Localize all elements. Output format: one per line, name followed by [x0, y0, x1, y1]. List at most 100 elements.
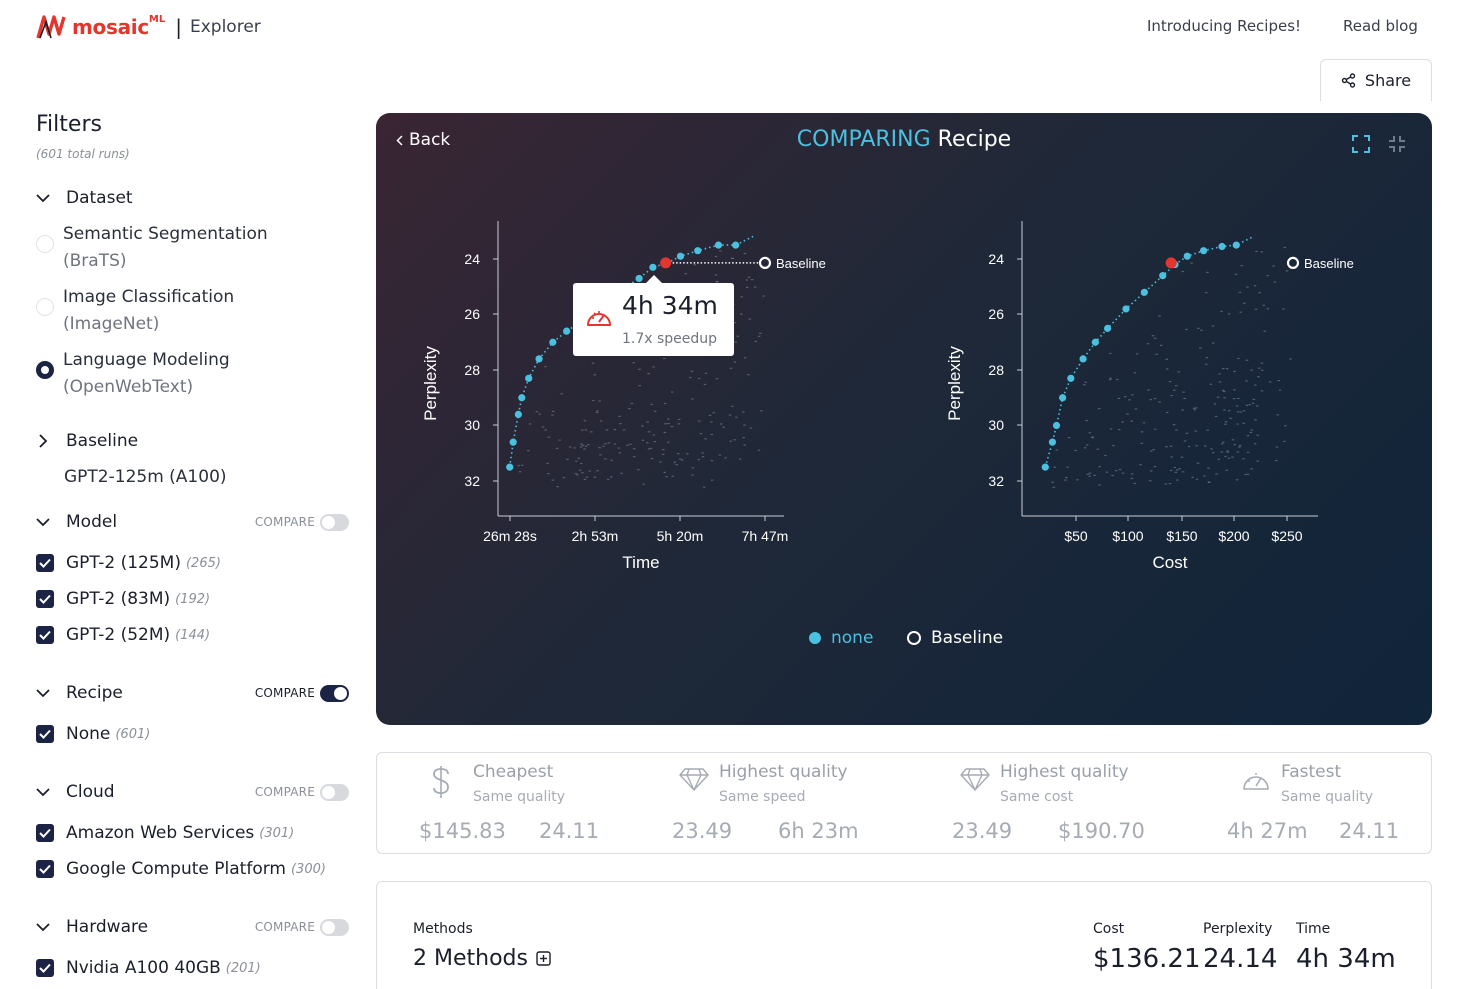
run-point — [637, 469, 640, 471]
dataset-option-semantic-segmentation[interactable]: Semantic Segmentation (BraTS) — [36, 221, 336, 275]
summary-value-secondary: 24.11 — [539, 819, 600, 843]
recipe-section-toggle[interactable]: Recipe COMPARE — [36, 680, 349, 706]
cloud-section-toggle[interactable]: Cloud COMPARE — [36, 779, 349, 805]
model-item-count: (192) — [175, 591, 211, 607]
dataset-option-language-modeling[interactable]: Language Modeling (OpenWebText) — [36, 347, 336, 401]
model-item-gpt2-52m[interactable]: GPT-2 (52M) (144) — [36, 625, 210, 645]
hardware-label: Hardware — [66, 917, 149, 937]
hardware-compare-toggle[interactable] — [320, 918, 349, 936]
run-point — [538, 413, 541, 415]
read-blog-link[interactable]: Read blog — [1343, 17, 1418, 35]
run-point — [1260, 390, 1264, 392]
run-point — [1117, 397, 1121, 400]
summary-title: Cheapest — [473, 762, 554, 782]
run-point — [1183, 440, 1187, 442]
run-point — [1252, 398, 1256, 401]
run-point — [1254, 384, 1257, 386]
model-item-gpt2-125m[interactable]: GPT-2 (125M) (265) — [36, 553, 221, 573]
logo-superscript: ML — [148, 13, 166, 25]
summary-card-cheapest[interactable]: Cheapest Same quality $145.83 24.11 — [377, 753, 641, 853]
run-point — [710, 460, 714, 462]
none-point — [1067, 374, 1075, 382]
run-point — [556, 486, 559, 488]
recipe-item-none[interactable]: None (601) — [36, 724, 150, 744]
cloud-compare-toggle[interactable] — [320, 783, 349, 801]
run-point — [1164, 483, 1167, 485]
cloud-item-gcp[interactable]: Google Compute Platform (300) — [36, 859, 326, 879]
summary-card-fastest[interactable]: Fastest Same quality 4h 27m 24.11 — [1169, 753, 1433, 853]
checkbox-checked[interactable] — [36, 554, 54, 572]
run-point — [1220, 451, 1224, 453]
summary-value-secondary: 24.11 — [1339, 819, 1400, 843]
collapse-icon[interactable] — [1388, 135, 1406, 153]
run-point — [528, 423, 532, 425]
model-item-gpt2-83m[interactable]: GPT-2 (83M) (192) — [36, 589, 210, 609]
hardware-item-a100[interactable]: Nvidia A100 40GB (201) — [36, 958, 261, 978]
y-tick-label: 30 — [464, 417, 480, 433]
run-point — [584, 445, 588, 447]
run-point — [1084, 381, 1087, 383]
dataset-section-toggle[interactable]: Dataset — [36, 185, 349, 211]
run-point — [580, 443, 583, 445]
legend-item-none[interactable]: none — [809, 628, 873, 648]
share-button[interactable]: Share — [1320, 59, 1432, 101]
run-point — [535, 411, 539, 413]
run-point — [740, 296, 743, 298]
radio-button[interactable] — [36, 298, 54, 316]
summary-value-primary: 4h 27m — [1227, 819, 1308, 843]
baseline-section-toggle[interactable]: Baseline — [36, 428, 349, 454]
panel-title-rest: Recipe — [937, 127, 1012, 152]
expand-icon[interactable] — [1352, 135, 1370, 153]
checkbox-checked[interactable] — [36, 959, 54, 977]
run-point — [1242, 422, 1245, 424]
checkbox-checked[interactable] — [36, 824, 54, 842]
run-point — [647, 431, 651, 433]
checkbox-checked[interactable] — [36, 860, 54, 878]
dataset-option-image-classification[interactable]: Image Classification (ImageNet) — [36, 284, 336, 338]
radio-button[interactable] — [36, 235, 54, 253]
methods-toggle[interactable]: 2 Methods — [413, 946, 551, 971]
run-point — [750, 278, 754, 281]
run-point — [1158, 315, 1161, 317]
legend-item-baseline[interactable]: Baseline — [907, 628, 1003, 648]
run-point — [1121, 421, 1124, 423]
radio-button-selected[interactable] — [36, 361, 54, 379]
run-point — [1257, 376, 1260, 378]
legend-dot — [809, 632, 821, 644]
run-point — [590, 431, 593, 433]
run-point — [1130, 420, 1133, 422]
summary-card-highest-quality-same-cost[interactable]: Highest quality Same cost 23.49 $190.70 — [905, 753, 1169, 853]
run-point — [684, 273, 687, 275]
model-compare-toggle[interactable] — [320, 513, 349, 531]
y-tick-label: 26 — [464, 306, 480, 322]
model-section-toggle[interactable]: Model COMPARE — [36, 509, 349, 535]
run-point — [609, 476, 613, 478]
selected-run-point — [1165, 257, 1177, 269]
recipe-compare-toggle[interactable] — [320, 684, 349, 702]
run-point — [662, 448, 665, 451]
summary-value-primary: $145.83 — [419, 819, 506, 843]
checkbox-checked[interactable] — [36, 590, 54, 608]
checkbox-checked[interactable] — [36, 725, 54, 743]
run-point — [1096, 448, 1100, 450]
summary-card-highest-quality-same-speed[interactable]: Highest quality Same speed 23.49 6h 23m — [639, 753, 903, 853]
summary-value-primary: 23.49 — [952, 819, 1013, 843]
hardware-section-toggle[interactable]: Hardware COMPARE — [36, 914, 349, 940]
run-point — [596, 470, 599, 472]
x-tick-label: $100 — [1112, 528, 1143, 544]
run-point — [1222, 441, 1225, 443]
hardware-compare: COMPARE — [255, 918, 349, 936]
run-point — [630, 402, 634, 405]
none-point — [676, 252, 685, 260]
logo[interactable]: mosaic ML | Explorer — [36, 12, 261, 42]
x-tick-label: 2h 53m — [572, 528, 619, 544]
run-point — [1256, 460, 1259, 462]
run-point — [1088, 432, 1092, 434]
cloud-item-aws[interactable]: Amazon Web Services (301) — [36, 823, 294, 843]
back-button[interactable]: Back — [396, 130, 450, 150]
checkbox-checked[interactable] — [36, 626, 54, 644]
introducing-recipes-link[interactable]: Introducing Recipes! — [1147, 17, 1302, 35]
run-point — [1181, 270, 1185, 273]
run-point — [581, 472, 584, 474]
charts-area: 24 26 28 30 32 26m 28s 2h 53m 5h 20m 7h 47m Time P… — [421, 221, 1354, 572]
